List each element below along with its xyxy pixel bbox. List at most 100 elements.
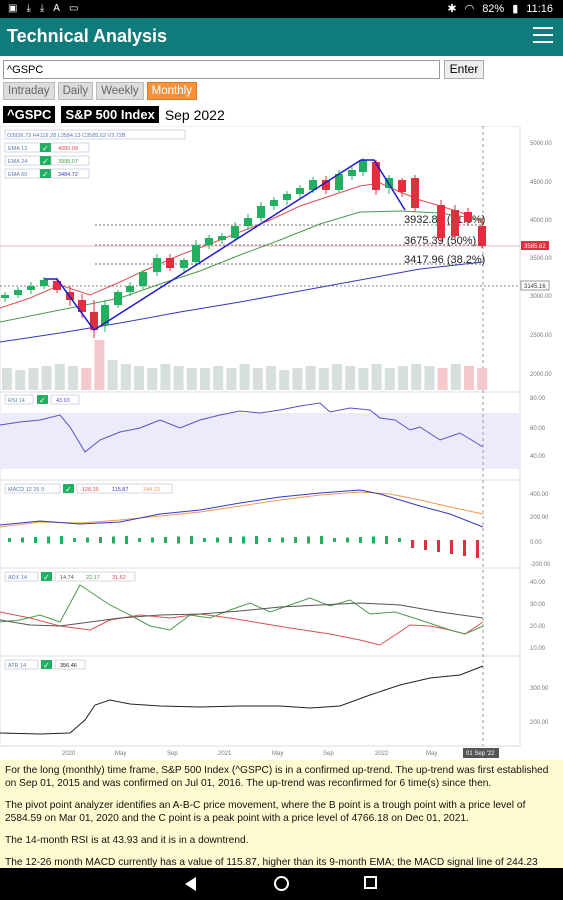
adx-legend: ADX 14 ✓ 14.74 22.17 31.62 [4,571,136,582]
adx-checkbox[interactable] [41,572,52,581]
summary-macd: The 12-26 month MACD currently has a val… [5,857,538,868]
tab-intraday[interactable]: Intraday [3,82,55,100]
last-price-tag [521,241,549,250]
volume-bar [318,368,329,390]
price-axis-label-4000: 4000.00 [530,218,552,224]
x-axis-label-may-2022: May [426,751,437,757]
ema60-legend-label: EMA 60 [8,172,27,178]
hamburger-menu-icon[interactable] [533,27,553,45]
candle-body [231,226,239,238]
volume-bar [134,366,144,390]
candle-body [139,272,147,286]
volume-bar [68,366,78,390]
ema24-checkbox[interactable] [40,156,51,165]
macd-histogram-bar [47,536,50,544]
symbol-input[interactable] [3,60,440,79]
candle-body [451,210,459,236]
macd-histogram-bar [411,540,414,548]
candle-body [359,160,367,172]
candle-body [437,205,445,238]
volume-bar [371,364,382,390]
macd-checkbox[interactable] [63,484,74,493]
candle-body [283,194,291,200]
tab-daily[interactable]: Daily [57,82,94,100]
macd-histogram-bar [190,536,193,544]
adx-panel [0,567,521,657]
candle-body [126,286,134,292]
rsi-axis-label-80: 80.00 [530,396,546,402]
rsi-checkbox[interactable] [37,395,48,404]
secondary-price-value: 3145.16 [524,284,546,290]
volume-bar [424,366,435,390]
candle-body [180,260,188,268]
symbol-row: Enter [0,56,563,82]
checkmark-icon: ✓ [43,573,50,582]
checkmark-icon: ✓ [42,144,49,153]
volume-bar [186,368,197,390]
ema60-checkbox[interactable] [40,169,51,178]
rsi-axis-label-40: 40.00 [530,454,546,460]
last-price-value: 3585.62 [524,244,546,250]
app-title: Technical Analysis [7,26,168,46]
summary-trend: For the long (monthly) time frame, S&P 5… [5,765,549,789]
download-icon: ⤓ [26,3,31,14]
candle-body [335,174,343,190]
volume-bar [345,366,356,390]
candle-body [309,180,317,190]
fib-label-50: 3675.39 (50%) [404,235,476,247]
candle-body [372,162,380,190]
atr-axis-label-200: 200.00 [530,720,549,726]
macd-histogram-bar [463,540,466,556]
adx-di-plus-line [0,584,484,635]
checkmark-icon: ✓ [42,157,49,166]
price-axis-label-2500: 2500.00 [530,333,552,339]
macd-histogram-bar [177,536,180,544]
candle-body [257,206,265,218]
tab-icon: ▭ [68,3,79,14]
volume-bar [252,368,263,390]
adx-axis-label-40: 40.00 [530,580,546,586]
rsi-axis-label-60: 60.00 [530,426,546,432]
chart-area[interactable]: 5000.00 4500.00 4000.00 3500.00 3000.00 … [0,126,563,760]
macd-histogram-bar [125,536,128,544]
macd-signal-line [0,491,484,528]
macd-histogram-bar [424,540,427,550]
back-icon[interactable] [185,877,196,891]
system-nav-bar [0,868,563,900]
macd-axis-label-0: 0.00 [530,540,542,546]
volume-bar [358,368,369,390]
volume-bar [464,366,474,390]
rsi-line [0,402,484,453]
macd-histogram-bar [281,537,284,543]
ema24-legend-value: 3998.07 [58,159,78,165]
volume-bar [411,364,422,390]
volume-bar [81,368,92,390]
volume-bar [305,366,316,390]
symbol-chip: ^GSPC [3,106,56,123]
macd-histogram-bar [151,537,154,543]
bold-a-icon: A [53,3,60,14]
candle-body [27,286,35,290]
tab-weekly[interactable]: Weekly [96,82,144,100]
volume-bar [54,364,65,390]
candle-body [244,218,252,226]
volume-bar [2,368,12,390]
macd-histogram-bar [320,536,323,544]
adx-line [0,602,484,627]
recents-icon[interactable] [364,876,377,889]
tab-monthly[interactable]: Monthly [146,82,197,100]
enter-button[interactable]: Enter [444,60,484,79]
rsi-legend-label: RSI 14 [8,398,25,404]
home-icon[interactable] [274,876,289,891]
summary-rsi: The 14-month RSI is at 43.93 and it is i… [5,835,249,846]
volume-bar [226,368,237,390]
volume-bar [398,366,408,390]
volume-bar [147,368,158,390]
ema12-checkbox[interactable] [40,143,51,152]
battery-icon: ▮ [512,3,519,15]
macd-histogram-bar [99,537,102,543]
macd-histogram-bar [437,540,440,552]
atr-checkbox[interactable] [41,660,52,669]
macd-histogram-bar [60,536,63,544]
macd-histogram-bar [216,537,219,543]
